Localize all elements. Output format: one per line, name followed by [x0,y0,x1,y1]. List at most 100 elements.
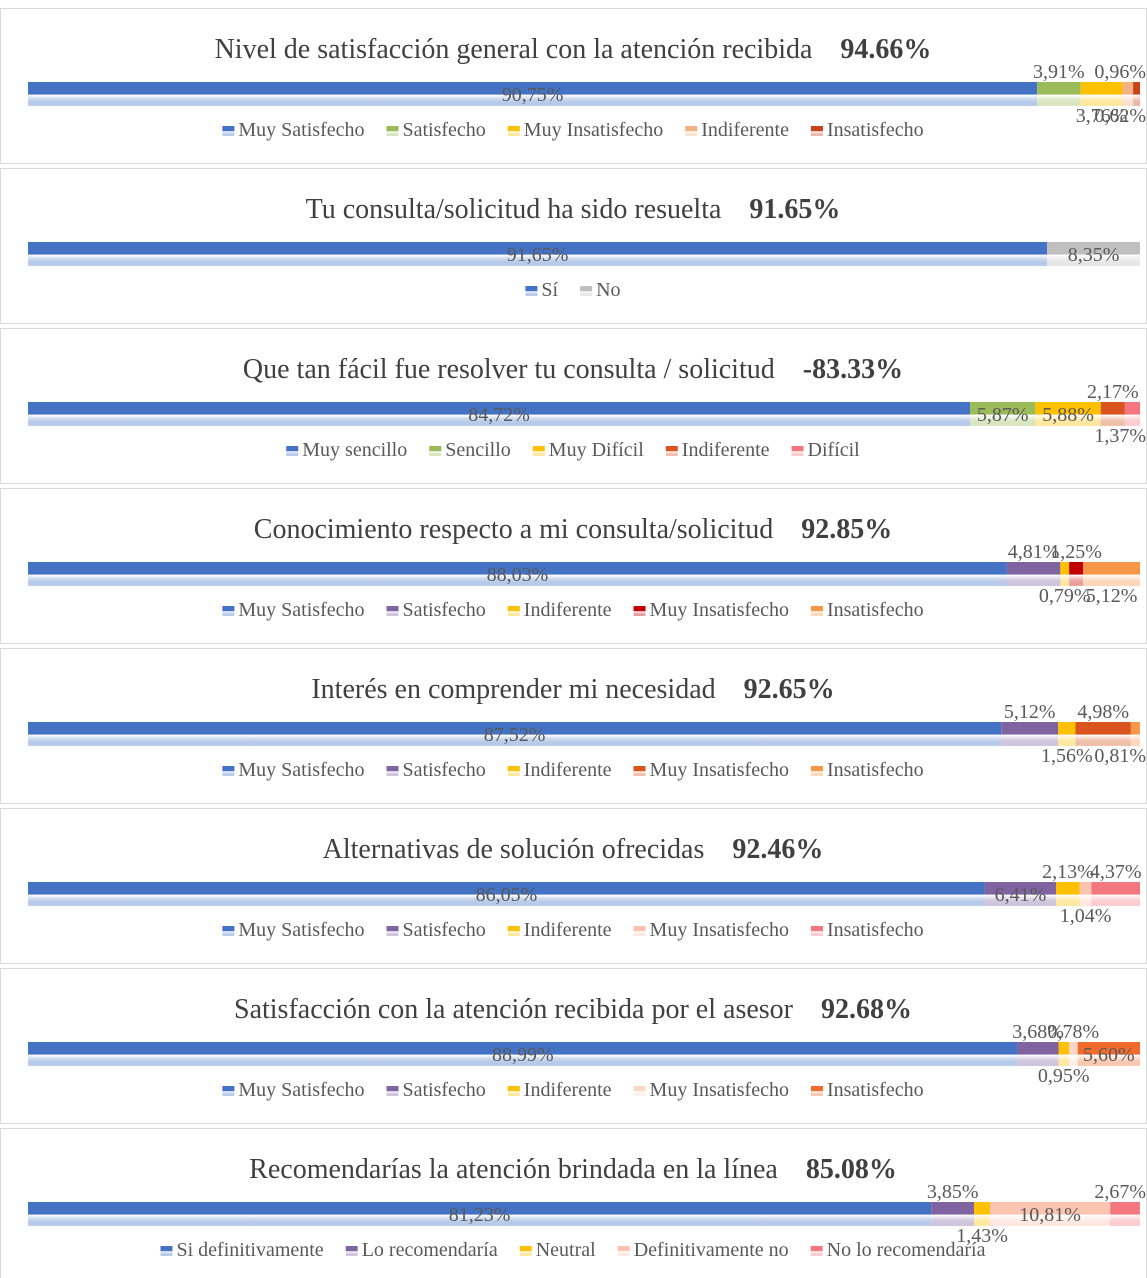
legend-swatch [519,1246,532,1256]
legend-label: Satisfecho [402,599,485,621]
bar-segment [1133,82,1140,106]
legend-label: Difícil [808,439,861,461]
legend-swatch [507,126,520,136]
chart-panel: Interés en comprender mi necesidad 92.65%… [0,648,1147,804]
chart-title: Conocimiento respecto a mi consulta/soli… [254,514,892,545]
data-label: 0,95% [1038,1065,1090,1087]
data-label: 2,67% [1094,1181,1146,1203]
title-text: Interés en comprender mi necesidad [311,674,715,705]
legend: Muy Satisfecho Satisfecho Indiferente Muy I… [222,599,924,621]
legend-swatch [386,126,399,136]
chart-panel: Tu consulta/solicitud ha sido resuelta 91… [0,168,1147,324]
bar-segment [1080,82,1123,106]
title-text: Que tan fácil fue resolver tu consulta /… [243,354,775,385]
title-text: Alternativas de solución ofrecidas [323,834,705,865]
data-label: 5,88% [1042,404,1094,426]
legend-label: Indiferente [701,119,789,141]
bar-segment [28,402,971,426]
data-label: 0,78% [1048,1021,1100,1043]
bar-segment [1056,882,1080,906]
chart-title: Satisfacción con la atención recibida po… [234,994,912,1025]
bar-segment [1058,1042,1070,1066]
data-label: 2,13% [1042,861,1094,883]
data-label: 4,81% [1008,541,1060,563]
legend-swatch [286,446,299,456]
data-label: 5,12% [1086,585,1138,607]
legend-label: Muy Insatisfecho [650,599,789,621]
legend-label: Muy Insatisfecho [650,1079,789,1101]
legend-swatch [810,1086,823,1096]
chart-panel: Recomendarías la atención brindada en la… [0,1128,1147,1278]
bar-segment [970,402,1036,426]
legend-swatch [222,606,235,616]
legend-label: Insatisfecho [827,119,924,141]
legend-label: Neutral [536,1239,596,1261]
data-label: 87,52% [484,724,546,746]
bar-segment [1083,562,1140,586]
chart-panel: Alternativas de solución ofrecidas 92.46%… [0,808,1147,964]
legend-label: Lo recomendaría [362,1239,498,1261]
legend-swatch [633,766,646,776]
legend-label: Muy Satisfecho [238,919,364,941]
legend-label: Satisfecho [402,919,485,941]
legend: Muy sencillo Sencillo Muy Difícil Indiferen… [286,439,860,461]
data-label: 1,04% [1060,905,1112,927]
bar-segment [1079,882,1092,906]
bar-segment [1047,242,1140,266]
legend-label: Muy Difícil [549,439,644,461]
data-label: 6,41% [995,884,1047,906]
legend-label: Insatisfecho [827,919,924,941]
data-label: 0,81% [1094,745,1146,767]
bar-segment [28,722,1002,746]
legend-swatch [685,126,698,136]
legend-swatch [810,926,823,936]
legend-swatch [633,1086,646,1096]
bar-segment [28,562,1007,586]
legend: Sí No [525,279,621,301]
bar-segment [1130,722,1140,746]
data-label: 1,43% [956,1225,1008,1247]
title-text: Satisfacción con la atención recibida po… [234,994,794,1025]
bar-segment [28,1202,932,1226]
bar-segment [28,882,985,906]
legend-label: Muy Insatisfecho [524,119,663,141]
legend-label: No [596,279,620,301]
bar-segment [1060,562,1070,586]
legend-swatch [222,926,235,936]
legend-swatch [429,446,442,456]
chart-title: Recomendarías la atención brindada en la… [249,1154,897,1185]
chart-panel: Satisfacción con la atención recibida po… [0,968,1147,1124]
legend: Muy Satisfecho Satisfecho Indiferente Muy I… [222,1079,924,1101]
bar-segment [1069,1042,1078,1066]
legend-swatch [386,606,399,616]
legend-label: Satisfecho [402,1079,485,1101]
legend-swatch [810,1246,823,1256]
legend-label: Indiferente [524,919,612,941]
legend-swatch [507,926,520,936]
legend-label: Si definitivamente [177,1239,324,1261]
data-label: 81,23% [449,1204,511,1226]
title-text: Tu consulta/solicitud ha sido resuelta [306,194,722,225]
title-text: Conocimiento respecto a mi consulta/soli… [254,514,773,545]
chart-panel: Nivel de satisfacción general con la ate… [0,8,1147,164]
legend-label: Muy Satisfecho [238,599,364,621]
legend-label: Insatisfecho [827,1079,924,1101]
chart-panel: Conocimiento respecto a mi consulta/soli… [0,488,1147,644]
legend-swatch [633,606,646,616]
data-label: 10,81% [1019,1204,1081,1226]
bar-segment [1037,82,1081,106]
bar-segment [28,242,1048,266]
bar-segment [1122,82,1134,106]
legend-swatch [160,1246,173,1256]
legend-swatch [386,1086,399,1096]
data-label: 88,03% [487,564,549,586]
headline: 85.08% [806,1154,897,1185]
chart-title: Nivel de satisfacción general con la ate… [215,34,932,65]
legend-swatch [791,446,804,456]
legend-swatch [507,606,520,616]
headline: 94.66% [840,34,931,65]
data-label: 0,79% [1039,585,1091,607]
legend-swatch [525,286,538,296]
legend-label: Muy Satisfecho [238,119,364,141]
bar-segment [1075,722,1131,746]
